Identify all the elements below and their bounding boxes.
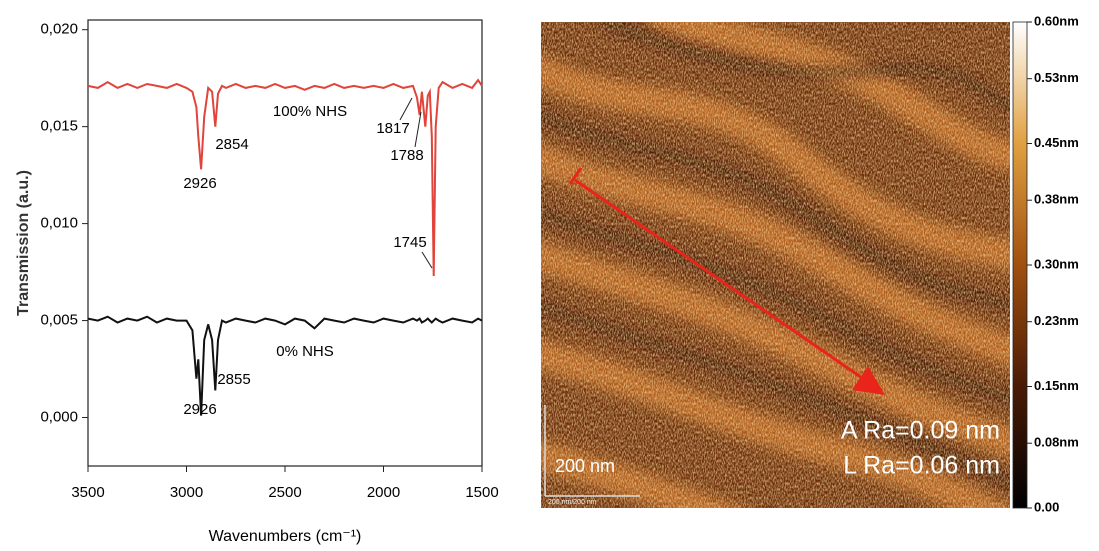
x-tick-label: 2000 (367, 484, 400, 501)
scale-label: 200 nm (555, 456, 615, 476)
y-tick-label: 0,000 (40, 408, 78, 425)
x-axis-label: Wavenumbers (cm⁻¹) (209, 528, 362, 545)
colorbar-tick-label: 0.53nm (1034, 70, 1079, 85)
x-tick-label: 2500 (268, 484, 301, 501)
x-tick-label: 3500 (71, 484, 104, 501)
page: Wavenumbers (cm⁻¹) Transmission (a.u.) 0… (0, 0, 1099, 551)
colorbar-tick-label: 0.60nm (1034, 13, 1079, 28)
y-axis-label: Transmission (a.u.) (15, 170, 32, 316)
roughness-label: A Ra=0.09 nm (841, 417, 1000, 445)
colorbar-tick-label: 0.15nm (1034, 378, 1079, 393)
peak-label: 1788 (390, 147, 423, 164)
y-tick-label: 0,015 (40, 118, 78, 135)
peak-label: 0% NHS (276, 343, 334, 360)
colorbar-tick-label: 0.23nm (1034, 313, 1079, 328)
peak-label: 1817 (376, 120, 409, 137)
peak-label: 2855 (217, 371, 250, 388)
colorbar (1013, 22, 1027, 508)
spectrum-line (88, 317, 482, 416)
peak-label: 1745 (393, 234, 426, 251)
leader-line (400, 98, 412, 120)
colorbar-tick-label: 0.30nm (1034, 256, 1079, 271)
leader-line (415, 112, 421, 147)
y-tick-label: 0,020 (40, 21, 78, 38)
colorbar-tick-label: 0.45nm (1034, 135, 1079, 150)
scale-caption: 200 nm/200 nm (548, 499, 597, 506)
peak-label: 100% NHS (273, 103, 347, 120)
x-tick-label: 1500 (465, 484, 498, 501)
y-tick-label: 0,005 (40, 312, 78, 329)
peak-label: 2926 (183, 175, 216, 192)
colorbar-tick-label: 0.08nm (1034, 435, 1079, 450)
peak-label: 2926 (183, 401, 216, 418)
x-tick-label: 3000 (170, 484, 203, 501)
colorbar-tick-label: 0.38nm (1034, 192, 1079, 207)
y-tick-label: 0,010 (40, 215, 78, 232)
leader-line (422, 252, 432, 268)
colorbar-tick-label: 0.00 (1034, 499, 1059, 514)
roughness-label: L Ra=0.06 nm (843, 452, 1000, 480)
figure: Wavenumbers (cm⁻¹) Transmission (a.u.) 0… (0, 0, 1099, 551)
peak-label: 2854 (215, 136, 248, 153)
